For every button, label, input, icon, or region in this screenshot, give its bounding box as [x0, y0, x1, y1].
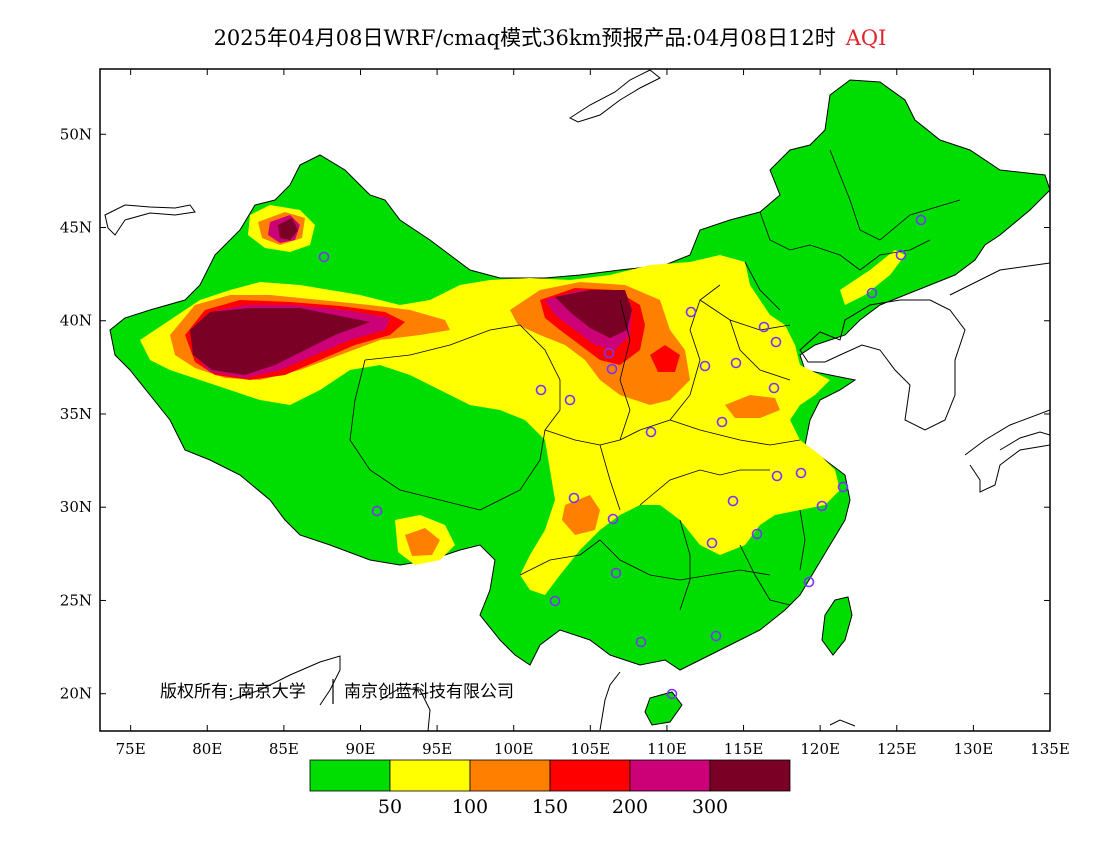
station-marker — [606, 363, 618, 375]
station-marker — [535, 384, 547, 396]
legend-swatch — [469, 759, 551, 792]
hainan-island — [644, 691, 683, 726]
legend-label: 300 — [692, 796, 728, 818]
aqi-field-usg-tibet — [405, 528, 440, 556]
map-frame — [99, 68, 1051, 732]
station-marker — [645, 426, 657, 438]
axis-ticks: 50N 45N 40N 35N 30N 25N 20N 75E 80E 85E 90E 95E 100E… — [60, 69, 1070, 758]
lon-label: 110E — [647, 740, 687, 758]
legend-swatch — [549, 759, 631, 792]
aqi-field-hazardous-nw — [278, 218, 298, 240]
lat-label: 45N — [60, 219, 92, 237]
station-marker — [803, 576, 815, 588]
station-marker — [915, 214, 927, 226]
lon-label: 100E — [494, 740, 534, 758]
station-marker — [318, 251, 330, 263]
station-marker — [549, 595, 561, 607]
copyright-text: 版权所有: 南京大学 — [160, 682, 306, 702]
aqi-field-hazardous — [190, 308, 370, 375]
legend-label: 200 — [612, 796, 648, 818]
aqi-field-usg-sw — [562, 495, 600, 535]
lat-label: 35N — [60, 405, 92, 423]
taiwan-island — [821, 596, 853, 656]
map-title: 2025年04月08日WRF/cmaq模式36km预报产品:04月08日12时 A… — [0, 22, 1100, 52]
station-marker — [771, 470, 783, 482]
station-marker — [666, 688, 678, 700]
aqi-field-unhealthy-shanxi — [650, 345, 680, 372]
station-marker — [727, 495, 739, 507]
legend-swatch — [309, 759, 391, 792]
monitoring-stations — [318, 214, 927, 700]
aqi-field-moderate-ne — [840, 250, 905, 305]
lon-label: 105E — [571, 740, 611, 758]
station-marker — [751, 528, 763, 540]
legend-swatch — [629, 759, 711, 792]
copyright-org: 南京创蓝科技有限公司 — [344, 682, 514, 702]
station-marker — [768, 382, 780, 394]
station-marker — [710, 630, 722, 642]
legend-label: 50 — [378, 796, 402, 818]
aqi-field-hazardous-central — [555, 290, 632, 338]
station-marker — [610, 567, 622, 579]
coastlines — [104, 69, 1050, 731]
lon-label: 130E — [954, 740, 994, 758]
lon-label: 90E — [345, 740, 375, 758]
lon-label: 95E — [422, 740, 452, 758]
legend-label: 150 — [532, 796, 568, 818]
lon-label: 120E — [800, 740, 840, 758]
station-marker — [564, 394, 576, 406]
map-content: 版权所有: 南京大学 南京创蓝科技有限公司 — [104, 69, 1050, 731]
station-marker — [699, 360, 711, 372]
lat-label: 50N — [60, 125, 92, 143]
station-marker — [866, 287, 878, 299]
station-marker — [795, 467, 807, 479]
title-variable: AQI — [845, 26, 887, 50]
lon-label: 75E — [116, 740, 146, 758]
aqi-legend: 50 100 150 200 300 — [309, 759, 791, 818]
station-marker — [706, 537, 718, 549]
aqi-field-usg-east — [725, 395, 780, 418]
station-marker — [685, 306, 697, 318]
lon-label: 115E — [724, 740, 764, 758]
station-marker — [895, 249, 907, 261]
station-marker — [758, 321, 770, 333]
station-marker — [568, 492, 580, 504]
station-marker — [770, 336, 782, 348]
station-marker — [603, 347, 615, 359]
lat-label: 20N — [60, 685, 92, 703]
station-marker — [371, 505, 383, 517]
legend-label: 100 — [452, 796, 488, 818]
lon-label: 125E — [877, 740, 917, 758]
title-main: 2025年04月08日WRF/cmaq模式36km预报产品:04月08日12时 — [213, 26, 836, 50]
station-marker — [716, 416, 728, 428]
station-marker — [837, 481, 849, 493]
legend-swatch — [389, 759, 471, 792]
lon-label: 80E — [192, 740, 222, 758]
lat-label: 25N — [60, 591, 92, 609]
lon-label: 135E — [1030, 740, 1070, 758]
station-marker — [816, 500, 828, 512]
station-marker — [730, 357, 742, 369]
lon-label: 85E — [269, 740, 299, 758]
station-marker — [635, 636, 647, 648]
lat-label: 40N — [60, 312, 92, 330]
provincial-boundaries — [349, 149, 961, 611]
lat-label: 30N — [60, 498, 92, 516]
legend-swatch — [709, 759, 791, 792]
station-marker — [607, 513, 619, 525]
